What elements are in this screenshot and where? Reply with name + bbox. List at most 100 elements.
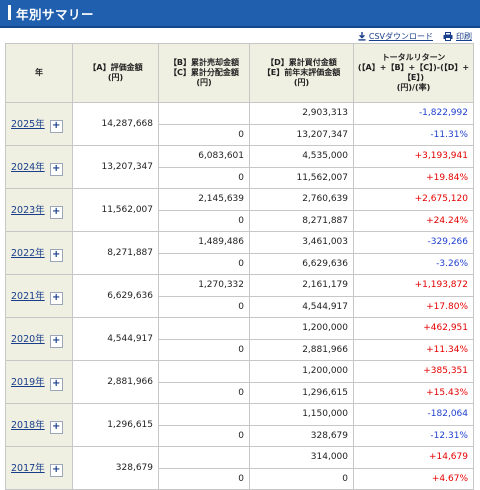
table-row: 2017年 +328,679 314,000 +14,679 xyxy=(5,446,474,490)
year-link[interactable]: 2025年 xyxy=(11,118,45,130)
csv-download-label: CSVダウンロード xyxy=(368,32,433,41)
year-link[interactable]: 2020年 xyxy=(11,333,45,345)
return-yen-cell: +14,679 xyxy=(353,446,474,469)
table-row: 2018年 +1,296,615 1,150,000 -182,064 xyxy=(5,403,474,447)
expand-button[interactable]: + xyxy=(49,463,63,477)
prev-valuation-cell: 2,881,966 xyxy=(249,338,354,361)
distribution-amount-cell: 0 xyxy=(158,252,250,275)
return-rate-cell: -3.26% xyxy=(353,252,474,275)
table-row: 2021年 +6,629,636 1,270,332 2,161,179 +1,193,… xyxy=(5,274,474,318)
prev-valuation-cell: 0 xyxy=(249,467,354,490)
return-yen-cell: +2,675,120 xyxy=(353,188,474,211)
year-cell: 2021年 + xyxy=(5,274,73,318)
table-row: 2024年 +13,207,347 6,083,601 4,535,000 +3,193… xyxy=(5,145,474,189)
valuation-cell: 328,679 xyxy=(72,446,159,490)
valuation-cell: 13,207,347 xyxy=(72,145,159,189)
table-tools: CSVダウンロード 印刷 xyxy=(358,31,472,42)
csv-download-link[interactable]: CSVダウンロード xyxy=(358,31,433,42)
download-icon xyxy=(358,32,366,41)
header-e-line: 【E】前年末評価金額 xyxy=(262,68,341,77)
expand-button[interactable]: + xyxy=(49,248,63,262)
sale-amount-cell: 1,489,486 xyxy=(158,231,250,254)
purchase-amount-cell: 2,161,179 xyxy=(249,274,354,297)
expand-button[interactable]: + xyxy=(49,205,63,219)
table-row: 0 2,881,966 +11.34% xyxy=(6,338,474,361)
prev-valuation-cell: 13,207,347 xyxy=(249,123,354,146)
print-label: 印刷 xyxy=(456,32,472,41)
purchase-amount-cell: 2,903,313 xyxy=(249,102,354,125)
prev-valuation-cell: 1,296,615 xyxy=(249,381,354,404)
return-yen-cell: +3,193,941 xyxy=(353,145,474,168)
sale-amount-cell xyxy=(158,102,250,125)
header-c-line: 【C】累計分配金額 xyxy=(169,68,239,77)
purchase-amount-cell: 314,000 xyxy=(249,446,354,469)
distribution-amount-cell: 0 xyxy=(158,467,250,490)
purchase-amount-cell: 1,200,000 xyxy=(249,317,354,340)
table-row: 2020年 +4,544,917 1,200,000 +462,951 xyxy=(5,317,474,361)
prev-valuation-cell: 328,679 xyxy=(249,424,354,447)
table-row: 2022年 +8,271,887 1,489,486 3,461,003 -329,26… xyxy=(5,231,474,275)
expand-button[interactable]: + xyxy=(49,162,63,176)
print-link[interactable]: 印刷 xyxy=(443,31,472,42)
purchase-amount-cell: 1,150,000 xyxy=(249,403,354,426)
return-rate-cell: -12.31% xyxy=(353,424,474,447)
header-ret-line3: 【E】) xyxy=(402,73,425,82)
year-link[interactable]: 2018年 xyxy=(11,419,45,431)
year-cell: 2025年 + xyxy=(5,102,73,146)
sale-amount-cell xyxy=(158,403,250,426)
valuation-cell: 2,881,966 xyxy=(72,360,159,404)
year-cell: 2024年 + xyxy=(5,145,73,189)
prev-valuation-cell: 8,271,887 xyxy=(249,209,354,232)
header-ret-unit: (円)/(率) xyxy=(396,83,431,92)
table-row: 0 0 +4.67% xyxy=(6,467,474,490)
return-yen-cell: -329,266 xyxy=(353,231,474,254)
table-row: 2019年 +2,881,966 1,200,000 +385,351 xyxy=(5,360,474,404)
distribution-amount-cell: 0 xyxy=(158,424,250,447)
sale-amount-cell xyxy=(158,446,250,469)
header-accent-bar xyxy=(8,5,11,20)
sale-amount-cell: 6,083,601 xyxy=(158,145,250,168)
return-rate-cell: -11.31% xyxy=(353,123,474,146)
year-cell: 2020年 + xyxy=(5,317,73,361)
prev-valuation-cell: 6,629,636 xyxy=(249,252,354,275)
expand-button[interactable]: + xyxy=(49,334,63,348)
header-ret-line1: トータルリターン xyxy=(381,53,446,62)
year-link[interactable]: 2019年 xyxy=(11,376,45,388)
prev-valuation-cell: 11,562,007 xyxy=(249,166,354,189)
purchase-amount-cell: 1,200,000 xyxy=(249,360,354,383)
sale-amount-cell: 1,270,332 xyxy=(158,274,250,297)
year-link[interactable]: 2024年 xyxy=(11,161,45,173)
expand-button[interactable]: + xyxy=(49,291,63,305)
year-link[interactable]: 2022年 xyxy=(11,247,45,259)
year-link[interactable]: 2021年 xyxy=(11,290,45,302)
valuation-cell: 6,629,636 xyxy=(72,274,159,318)
year-link[interactable]: 2017年 xyxy=(11,462,45,474)
table-row: 0 1,296,615 +15.43% xyxy=(6,381,474,404)
year-link[interactable]: 2023年 xyxy=(11,204,45,216)
header-b-line: 【B】累計売却金額 xyxy=(168,58,240,67)
year-cell: 2017年 + xyxy=(5,446,73,490)
distribution-amount-cell: 0 xyxy=(158,381,250,404)
return-yen-cell: -1,822,992 xyxy=(353,102,474,125)
return-rate-cell: +19.84% xyxy=(353,166,474,189)
year-cell: 2023年 + xyxy=(5,188,73,232)
distribution-amount-cell: 0 xyxy=(158,209,250,232)
valuation-cell: 11,562,007 xyxy=(72,188,159,232)
year-cell: 2022年 + xyxy=(5,231,73,275)
header-year-label: 年 xyxy=(35,68,43,77)
expand-button[interactable]: + xyxy=(49,420,63,434)
header-ret-line2: (【A】+【B】+【C】)-(【D】+ xyxy=(357,63,470,72)
valuation-cell: 1,296,615 xyxy=(72,403,159,447)
prev-valuation-cell: 4,544,917 xyxy=(249,295,354,318)
table-row: 0 13,207,347 -11.31% xyxy=(6,123,474,146)
expand-button[interactable]: + xyxy=(49,119,63,133)
sale-amount-cell: 2,145,639 xyxy=(158,188,250,211)
header-de-unit: (円) xyxy=(293,78,310,87)
valuation-cell: 4,544,917 xyxy=(72,317,159,361)
valuation-cell: 8,271,887 xyxy=(72,231,159,275)
header-valuation: 【A】評価金額 (円) xyxy=(72,43,159,103)
distribution-amount-cell: 0 xyxy=(158,123,250,146)
header-a-line: 【A】評価金額 xyxy=(88,63,143,72)
section-header: 年別サマリー xyxy=(0,0,480,28)
expand-button[interactable]: + xyxy=(49,377,63,391)
